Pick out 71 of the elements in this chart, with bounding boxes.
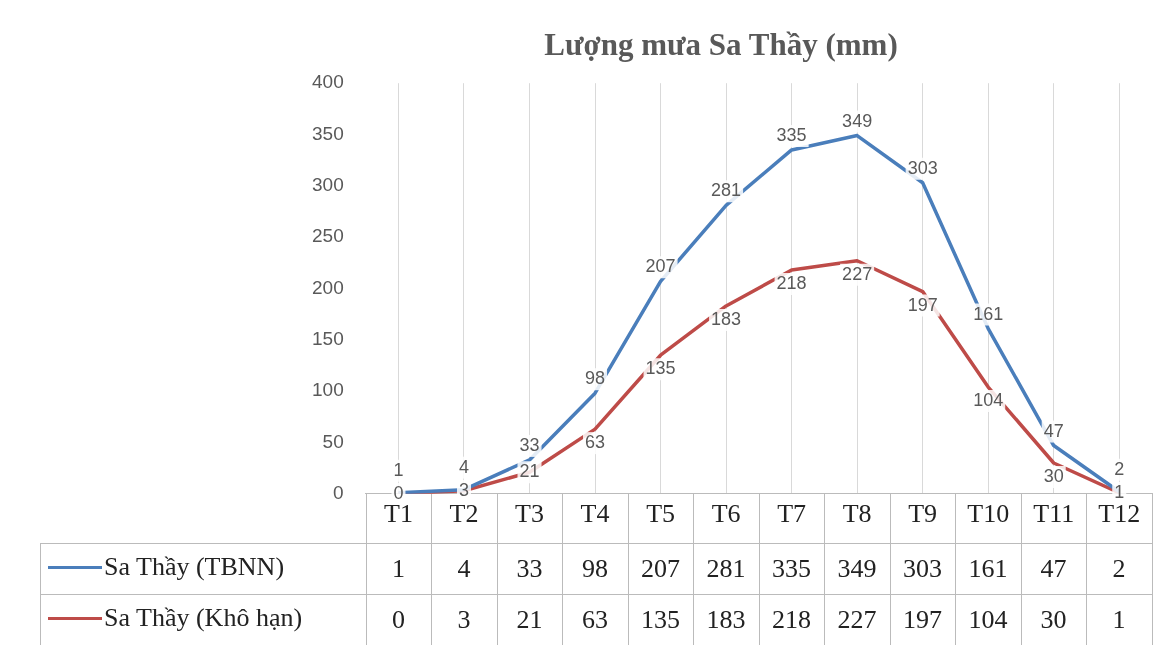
x-tick-label: T3	[515, 499, 544, 529]
data-label: 98	[581, 552, 609, 585]
annotation: 303	[907, 157, 938, 178]
x-tick-label: T8	[842, 499, 872, 529]
chart-title: Lượng mưa Sa Thầy (mm)	[544, 26, 898, 62]
x-tick-label: T7	[777, 499, 807, 529]
annotation: 281	[711, 180, 742, 201]
annotation: 3	[458, 479, 469, 500]
annotation: 1	[1114, 481, 1125, 502]
annotation: 4	[458, 456, 469, 477]
x-tick-label: T10	[967, 499, 1010, 529]
data-label: 2	[1111, 552, 1127, 585]
y-tick-label: 150	[312, 328, 344, 350]
y-tick-label: 350	[312, 122, 344, 144]
x-tick-label: T6	[711, 499, 741, 529]
annotation: 0	[393, 482, 404, 503]
annotation: 1	[393, 459, 404, 480]
data-label: 33	[515, 552, 544, 585]
annotation: 2	[1114, 458, 1125, 479]
annotation: 335	[776, 124, 807, 145]
legend-label: Sa Thầy (TBNN)	[104, 551, 285, 583]
data-label: 183	[705, 603, 747, 636]
data-label: 47	[1039, 552, 1068, 585]
data-label: 161	[967, 552, 1009, 585]
y-tick-label: 250	[312, 225, 344, 247]
data-label: 335	[771, 552, 813, 585]
annotation: 21	[519, 461, 540, 482]
data-label: 63	[581, 603, 609, 636]
x-tick-label: T4	[580, 499, 610, 529]
y-tick-label: 50	[322, 430, 344, 452]
legend-label: Sa Thầy (Khô hạn)	[104, 602, 303, 634]
y-tick-label: 400	[312, 71, 344, 93]
data-label: 3	[456, 603, 472, 636]
data-label: 207	[640, 552, 681, 585]
annotation: 349	[842, 110, 873, 131]
data-label: 218	[771, 603, 813, 636]
annotation: 227	[842, 263, 873, 284]
annotation: 183	[711, 308, 742, 329]
data-label: 227	[836, 603, 878, 636]
data-label: 197	[902, 603, 944, 636]
annotation: 104	[973, 390, 1004, 411]
y-tick-label: 100	[312, 379, 344, 401]
annotation: 98	[585, 368, 606, 389]
annotation: 135	[645, 358, 676, 379]
annotation: 218	[776, 272, 807, 293]
data-label: 303	[902, 552, 944, 585]
data-label: 1	[1111, 603, 1127, 636]
data-label: 4	[456, 552, 472, 585]
data-label: 281	[705, 552, 747, 585]
data-label: 135	[640, 603, 681, 636]
annotation: 63	[585, 432, 606, 453]
data-label: 349	[836, 552, 878, 585]
annotation: 161	[973, 303, 1004, 324]
x-tick-label: T11	[1033, 499, 1075, 529]
x-tick-label: T12	[1098, 499, 1141, 529]
annotation: 207	[645, 256, 676, 277]
data-label: 104	[967, 603, 1009, 636]
data-label: 0	[390, 603, 406, 636]
y-tick-label: 300	[312, 174, 344, 196]
annotation: 33	[519, 434, 540, 455]
y-tick-label: 0	[333, 482, 344, 504]
data-label: 1	[390, 552, 406, 585]
data-label: 21	[515, 603, 544, 636]
x-tick-label: T2	[449, 499, 479, 529]
data-label: 30	[1039, 603, 1068, 636]
annotation: 197	[907, 294, 938, 315]
annotation: 47	[1043, 420, 1064, 441]
annotation: 30	[1043, 465, 1064, 486]
y-tick-label: 200	[312, 276, 344, 298]
x-tick-label: T9	[908, 499, 938, 529]
x-tick-label: T5	[646, 499, 676, 529]
